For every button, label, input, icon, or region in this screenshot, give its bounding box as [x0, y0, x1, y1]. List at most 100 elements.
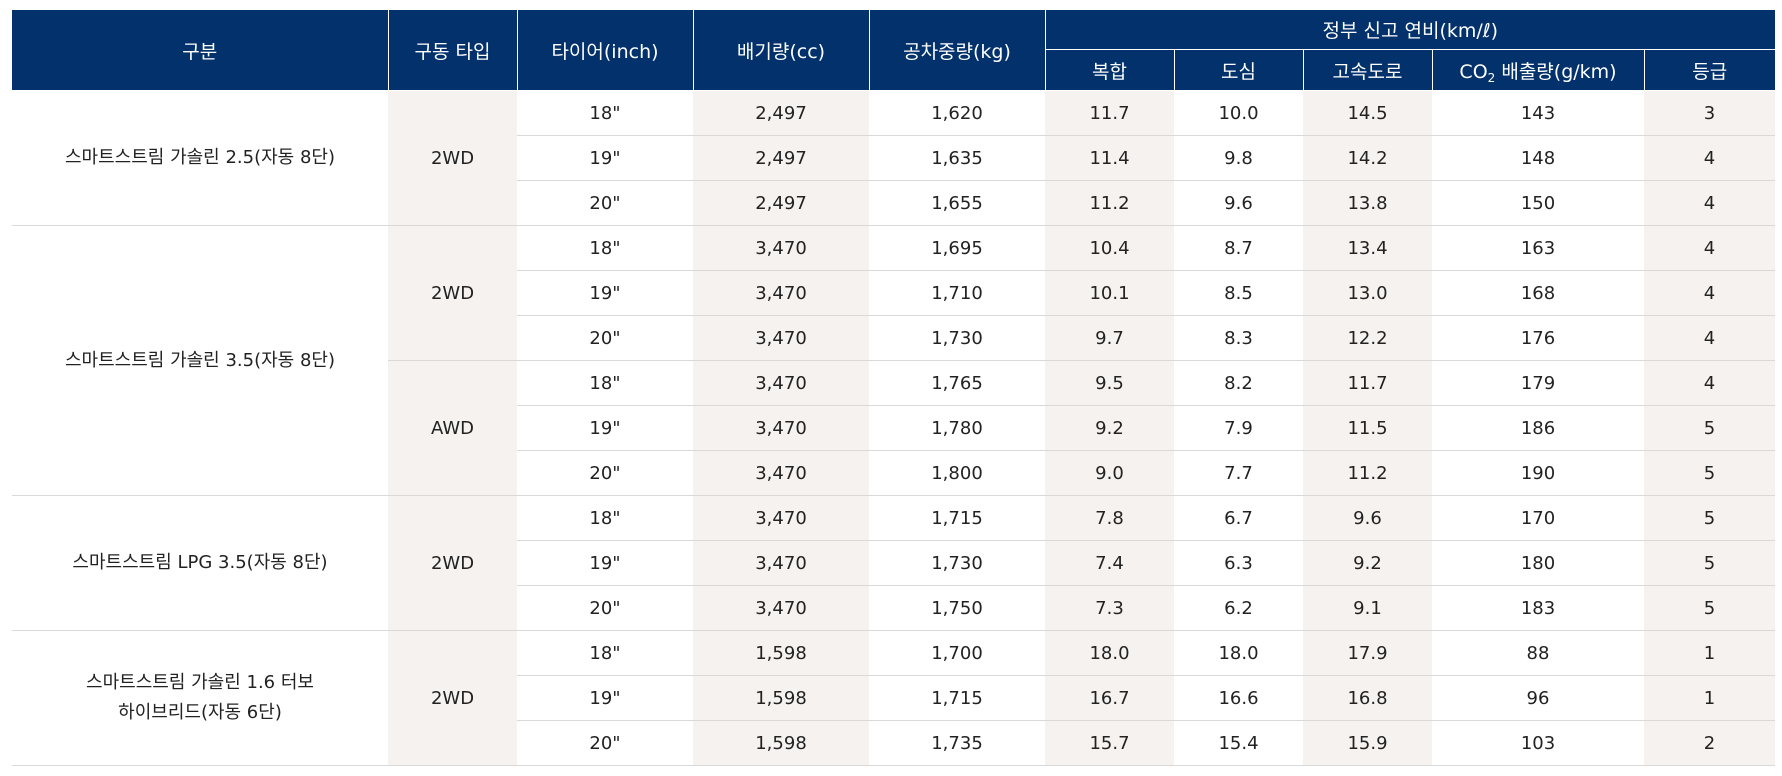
cell-highway: 13.0 [1303, 270, 1432, 316]
cell-co2: 186 [1432, 405, 1644, 451]
cell-highway: 12.2 [1303, 315, 1432, 361]
cell-tire: 19" [517, 405, 693, 451]
cell-displacement: 2,497 [693, 180, 869, 226]
cell-city: 6.2 [1174, 585, 1303, 631]
cell-combined: 7.8 [1045, 495, 1174, 541]
cell-combined: 9.5 [1045, 360, 1174, 406]
cell-displacement: 3,470 [693, 540, 869, 586]
cell-curb-weight: 1,700 [869, 630, 1045, 676]
header-city: 도심 [1174, 49, 1304, 91]
cell-tire: 20" [517, 585, 693, 631]
cell-grade: 4 [1644, 180, 1776, 226]
cell-highway: 15.9 [1303, 720, 1432, 766]
cell-co2: 103 [1432, 720, 1644, 766]
cell-city: 6.3 [1174, 540, 1303, 586]
cell-curb-weight: 1,765 [869, 360, 1045, 406]
cell-curb-weight: 1,735 [869, 720, 1045, 766]
header-displacement: 배기량(cc) [693, 10, 870, 91]
cell-grade: 4 [1644, 360, 1776, 406]
cell-drive-type: 2WD [388, 225, 517, 361]
cell-co2: 179 [1432, 360, 1644, 406]
cell-displacement: 1,598 [693, 675, 869, 721]
cell-tire: 20" [517, 315, 693, 361]
cell-combined: 7.4 [1045, 540, 1174, 586]
cell-highway: 17.9 [1303, 630, 1432, 676]
cell-co2: 170 [1432, 495, 1644, 541]
table-row: AWD 18" 3,470 1,765 9.5 8.2 11.7 179 4 [12, 360, 1776, 496]
cell-city: 10.0 [1174, 90, 1303, 136]
cell-co2: 150 [1432, 180, 1644, 226]
cell-displacement: 3,470 [693, 495, 869, 541]
cell-grade: 3 [1644, 90, 1776, 136]
cell-combined: 9.0 [1045, 450, 1174, 496]
cell-tire: 18" [517, 495, 693, 541]
cell-co2: 163 [1432, 225, 1644, 271]
header-highway: 고속도로 [1303, 49, 1433, 91]
cell-highway: 9.1 [1303, 585, 1432, 631]
table-body: 스마트스트림 가솔린 2.5(자동 8단) 2WD 18" 2,497 1,620 11.… [12, 90, 1776, 766]
cell-city: 8.5 [1174, 270, 1303, 316]
cell-curb-weight: 1,715 [869, 675, 1045, 721]
cell-displacement: 3,470 [693, 585, 869, 631]
table-row: 19" 3,470 1,730 7.4 6.3 9.2 180 5 [12, 540, 1776, 586]
cell-combined: 15.7 [1045, 720, 1174, 766]
model-name-line-2: 하이브리드(자동 6단) [118, 702, 282, 723]
cell-grade: 4 [1644, 225, 1776, 271]
cell-tire: 18" [517, 90, 693, 136]
cell-highway: 13.8 [1303, 180, 1432, 226]
cell-displacement: 3,470 [693, 360, 869, 406]
cell-highway: 16.8 [1303, 675, 1432, 721]
cell-displacement: 3,470 [693, 315, 869, 361]
cell-combined: 10.1 [1045, 270, 1174, 316]
model-name-line-1: 스마트스트림 가솔린 1.6 터보 [86, 672, 314, 693]
cell-grade: 2 [1644, 720, 1776, 766]
cell-grade: 1 [1644, 630, 1776, 676]
cell-tire: 18" [517, 225, 693, 271]
cell-grade: 5 [1644, 495, 1776, 541]
cell-model-name: 스마트스트림 가솔린 3.5(자동 8단) [12, 225, 388, 496]
cell-tire: 20" [517, 720, 693, 766]
table-row: 스마트스트림 LPG 3.5(자동 8단) 2WD 18" 3,470 1,715 7.8… [12, 495, 1776, 631]
cell-city: 8.7 [1174, 225, 1303, 271]
cell-co2: 148 [1432, 135, 1644, 181]
cell-curb-weight: 1,655 [869, 180, 1045, 226]
table-row: 19" 1,598 1,715 16.7 16.6 16.8 96 1 [12, 675, 1776, 721]
cell-curb-weight: 1,730 [869, 315, 1045, 361]
cell-combined: 7.3 [1045, 585, 1174, 631]
cell-city: 16.6 [1174, 675, 1303, 721]
cell-displacement: 3,470 [693, 270, 869, 316]
cell-city: 7.7 [1174, 450, 1303, 496]
cell-curb-weight: 1,800 [869, 450, 1045, 496]
cell-combined: 9.2 [1045, 405, 1174, 451]
cell-grade: 4 [1644, 270, 1776, 316]
cell-tire: 19" [517, 675, 693, 721]
header-fuel-economy-group: 정부 신고 연비(km/ℓ) [1045, 10, 1776, 50]
cell-grade: 5 [1644, 450, 1776, 496]
cell-curb-weight: 1,695 [869, 225, 1045, 271]
header-combined: 복합 [1045, 49, 1175, 91]
table-row: 19" 2,497 1,635 11.4 9.8 14.2 148 4 [12, 135, 1776, 181]
header-co2: CO2 배출량(g/km) [1432, 49, 1645, 91]
cell-displacement: 1,598 [693, 720, 869, 766]
cell-model-name: 스마트스트림 가솔린 2.5(자동 8단) [12, 90, 388, 226]
cell-highway: 9.6 [1303, 495, 1432, 541]
cell-drive-type: AWD [388, 360, 517, 496]
fuel-economy-table-container: 구분 구동 타입 타이어(inch) 배기량(cc) 공차중량(kg) 정부 신… [12, 10, 1776, 766]
fuel-economy-spec-table: 구분 구동 타입 타이어(inch) 배기량(cc) 공차중량(kg) 정부 신… [12, 10, 1776, 766]
cell-tire: 19" [517, 540, 693, 586]
cell-city: 9.6 [1174, 180, 1303, 226]
header-curb-weight: 공차중량(kg) [869, 10, 1046, 91]
cell-co2: 180 [1432, 540, 1644, 586]
cell-tire: 18" [517, 630, 693, 676]
cell-city: 9.8 [1174, 135, 1303, 181]
cell-co2: 183 [1432, 585, 1644, 631]
cell-drive-type: 2WD [388, 90, 517, 226]
header-co2-subscript: 2 [1487, 70, 1496, 85]
table-header: 구분 구동 타입 타이어(inch) 배기량(cc) 공차중량(kg) 정부 신… [12, 10, 1776, 91]
cell-highway: 11.7 [1303, 360, 1432, 406]
cell-combined: 18.0 [1045, 630, 1174, 676]
cell-combined: 11.2 [1045, 180, 1174, 226]
cell-curb-weight: 1,780 [869, 405, 1045, 451]
cell-highway: 9.2 [1303, 540, 1432, 586]
cell-combined: 9.7 [1045, 315, 1174, 361]
